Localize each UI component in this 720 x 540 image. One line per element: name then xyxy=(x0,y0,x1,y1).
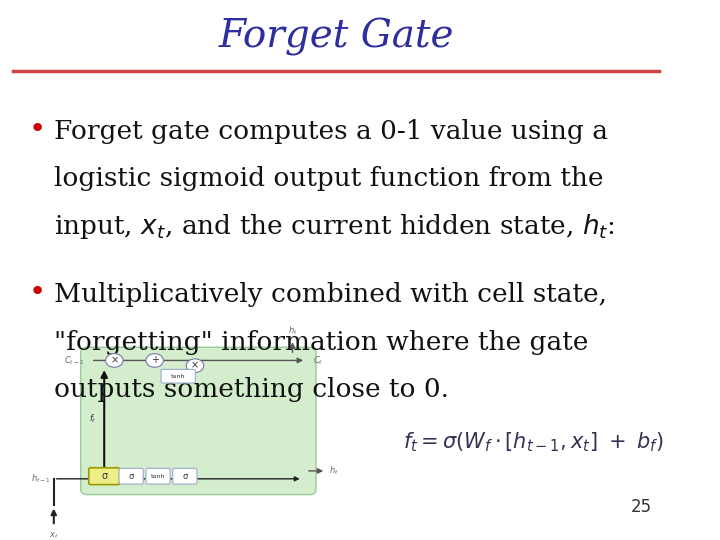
Circle shape xyxy=(186,359,204,373)
Text: logistic sigmoid output function from the: logistic sigmoid output function from th… xyxy=(54,166,603,191)
Text: +: + xyxy=(150,355,158,366)
Circle shape xyxy=(106,354,123,367)
FancyBboxPatch shape xyxy=(81,347,316,495)
FancyBboxPatch shape xyxy=(119,468,143,484)
Text: $f_t = \sigma(W_f \cdot [h_{t-1}, x_t]\ +\ b_f)$: $f_t = \sigma(W_f \cdot [h_{t-1}, x_t]\ … xyxy=(403,430,665,454)
Text: $C_{t-1}$: $C_{t-1}$ xyxy=(63,354,84,367)
Text: $h_t$: $h_t$ xyxy=(287,324,297,337)
Text: 25: 25 xyxy=(631,498,652,516)
Text: $C_t$: $C_t$ xyxy=(312,354,323,367)
FancyBboxPatch shape xyxy=(161,369,195,383)
FancyBboxPatch shape xyxy=(89,468,120,484)
Text: tanh: tanh xyxy=(150,474,165,478)
Text: σ: σ xyxy=(128,471,134,481)
Text: tanh: tanh xyxy=(171,374,185,379)
Text: ×: × xyxy=(191,361,199,370)
Text: Forget gate computes a 0-1 value using a: Forget gate computes a 0-1 value using a xyxy=(54,119,608,144)
Text: Multiplicatively combined with cell state,: Multiplicatively combined with cell stat… xyxy=(54,282,607,307)
Text: •: • xyxy=(28,278,45,306)
Text: $h_{t-1}$: $h_{t-1}$ xyxy=(30,472,50,485)
Text: ×: × xyxy=(110,355,118,366)
Text: "forgetting" information where the gate: "forgetting" information where the gate xyxy=(54,329,588,355)
Text: σ: σ xyxy=(101,471,107,481)
FancyBboxPatch shape xyxy=(146,468,170,484)
Text: $f_t$: $f_t$ xyxy=(89,412,96,424)
FancyBboxPatch shape xyxy=(173,468,197,484)
Text: $x_t$: $x_t$ xyxy=(49,530,58,540)
Text: σ: σ xyxy=(182,471,187,481)
Circle shape xyxy=(146,354,163,367)
Text: $h_t$: $h_t$ xyxy=(330,465,339,477)
Text: •: • xyxy=(28,115,45,143)
Text: outputs something close to 0.: outputs something close to 0. xyxy=(54,377,449,402)
Text: Forget Gate: Forget Gate xyxy=(218,18,454,56)
Text: input, $x_t$, and the current hidden state, $h_t$:: input, $x_t$, and the current hidden sta… xyxy=(54,212,615,241)
